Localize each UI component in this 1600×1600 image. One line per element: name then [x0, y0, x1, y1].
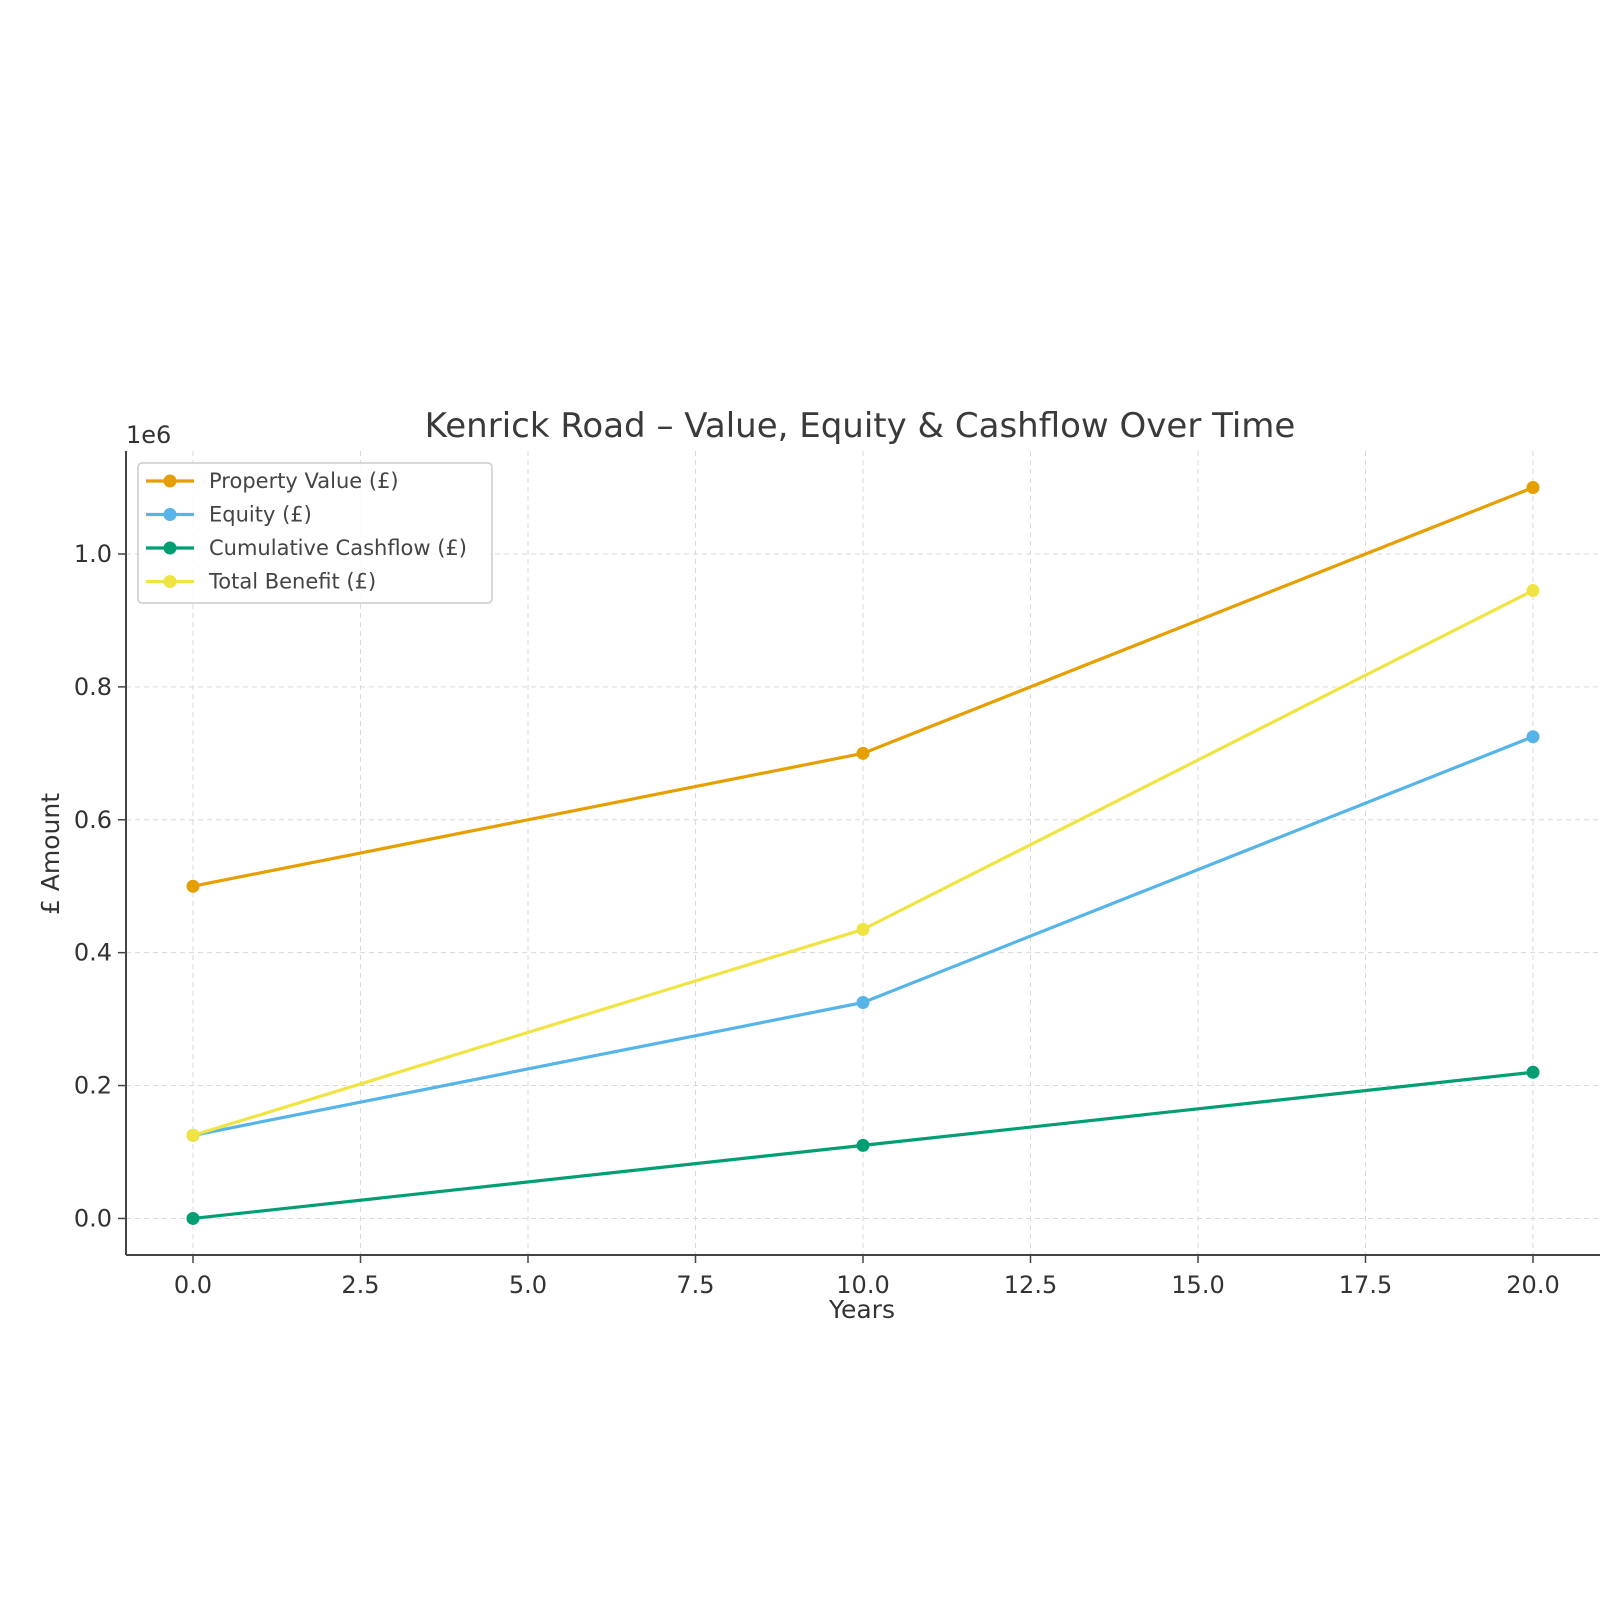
- legend-marker: [163, 541, 177, 555]
- legend-label: Equity (£): [209, 503, 312, 527]
- data-point: [856, 996, 870, 1010]
- data-point: [856, 746, 870, 760]
- legend-marker: [163, 575, 177, 588]
- x-tick-label: 0.0: [174, 1271, 212, 1299]
- series-group: [186, 481, 1540, 893]
- data-point: [186, 1128, 200, 1142]
- y-offset-label: 1e6: [126, 421, 171, 449]
- x-tick-label: 15.0: [1171, 1271, 1224, 1299]
- x-ticks: 0.0 2.5 5.0 7.5 10.0 12.5 15.0 17.5 20.0: [174, 1255, 1560, 1299]
- x-tick-label: 10.0: [836, 1271, 889, 1299]
- y-tick-label: 0.8: [74, 673, 112, 701]
- y-tick-label: 0.4: [74, 939, 112, 967]
- legend-box: [137, 462, 493, 604]
- legend: Property Value (£) Equity (£) Cumulative C…: [137, 462, 493, 604]
- y-tick-label: 0.0: [74, 1204, 112, 1232]
- data-point: [856, 922, 870, 936]
- y-tick-label: 0.2: [74, 1072, 112, 1100]
- data-point: [1526, 730, 1540, 744]
- series: [186, 481, 1540, 1225]
- legend-label: Property Value (£): [209, 469, 399, 493]
- legend-marker: [163, 508, 177, 521]
- y-ticks: 0.0 0.2 0.4 0.6 0.8 1.0: [74, 540, 126, 1232]
- series-group: [186, 584, 1540, 1142]
- series-group: [186, 730, 1540, 1142]
- data-point: [186, 879, 200, 893]
- x-tick-label: 5.0: [509, 1271, 547, 1299]
- x-tick-label: 2.5: [341, 1271, 379, 1299]
- x-tick-label: 12.5: [1004, 1271, 1057, 1299]
- chart-title: Kenrick Road – Value, Equity & Cashflow …: [425, 406, 1296, 446]
- data-point: [186, 1211, 200, 1225]
- x-tick-label: 17.5: [1339, 1271, 1392, 1299]
- x-tick-label: 20.0: [1506, 1271, 1559, 1299]
- grid: [126, 451, 1600, 1255]
- series-group: [186, 1065, 1540, 1225]
- legend-label: Total Benefit (£): [208, 570, 376, 594]
- y-tick-label: 0.6: [74, 806, 112, 834]
- data-point: [1526, 1065, 1540, 1079]
- legend-label: Cumulative Cashflow (£): [209, 536, 467, 560]
- data-point: [1526, 584, 1540, 598]
- y-axis-label: £ Amount: [36, 793, 65, 915]
- y-tick-label: 1.0: [74, 540, 112, 568]
- data-point: [856, 1138, 870, 1152]
- series-line: [192, 589, 1534, 1137]
- x-tick-label: 7.5: [676, 1271, 714, 1299]
- data-point: [1526, 481, 1540, 495]
- legend-marker: [163, 474, 177, 488]
- x-axis-label: Years: [828, 1295, 895, 1324]
